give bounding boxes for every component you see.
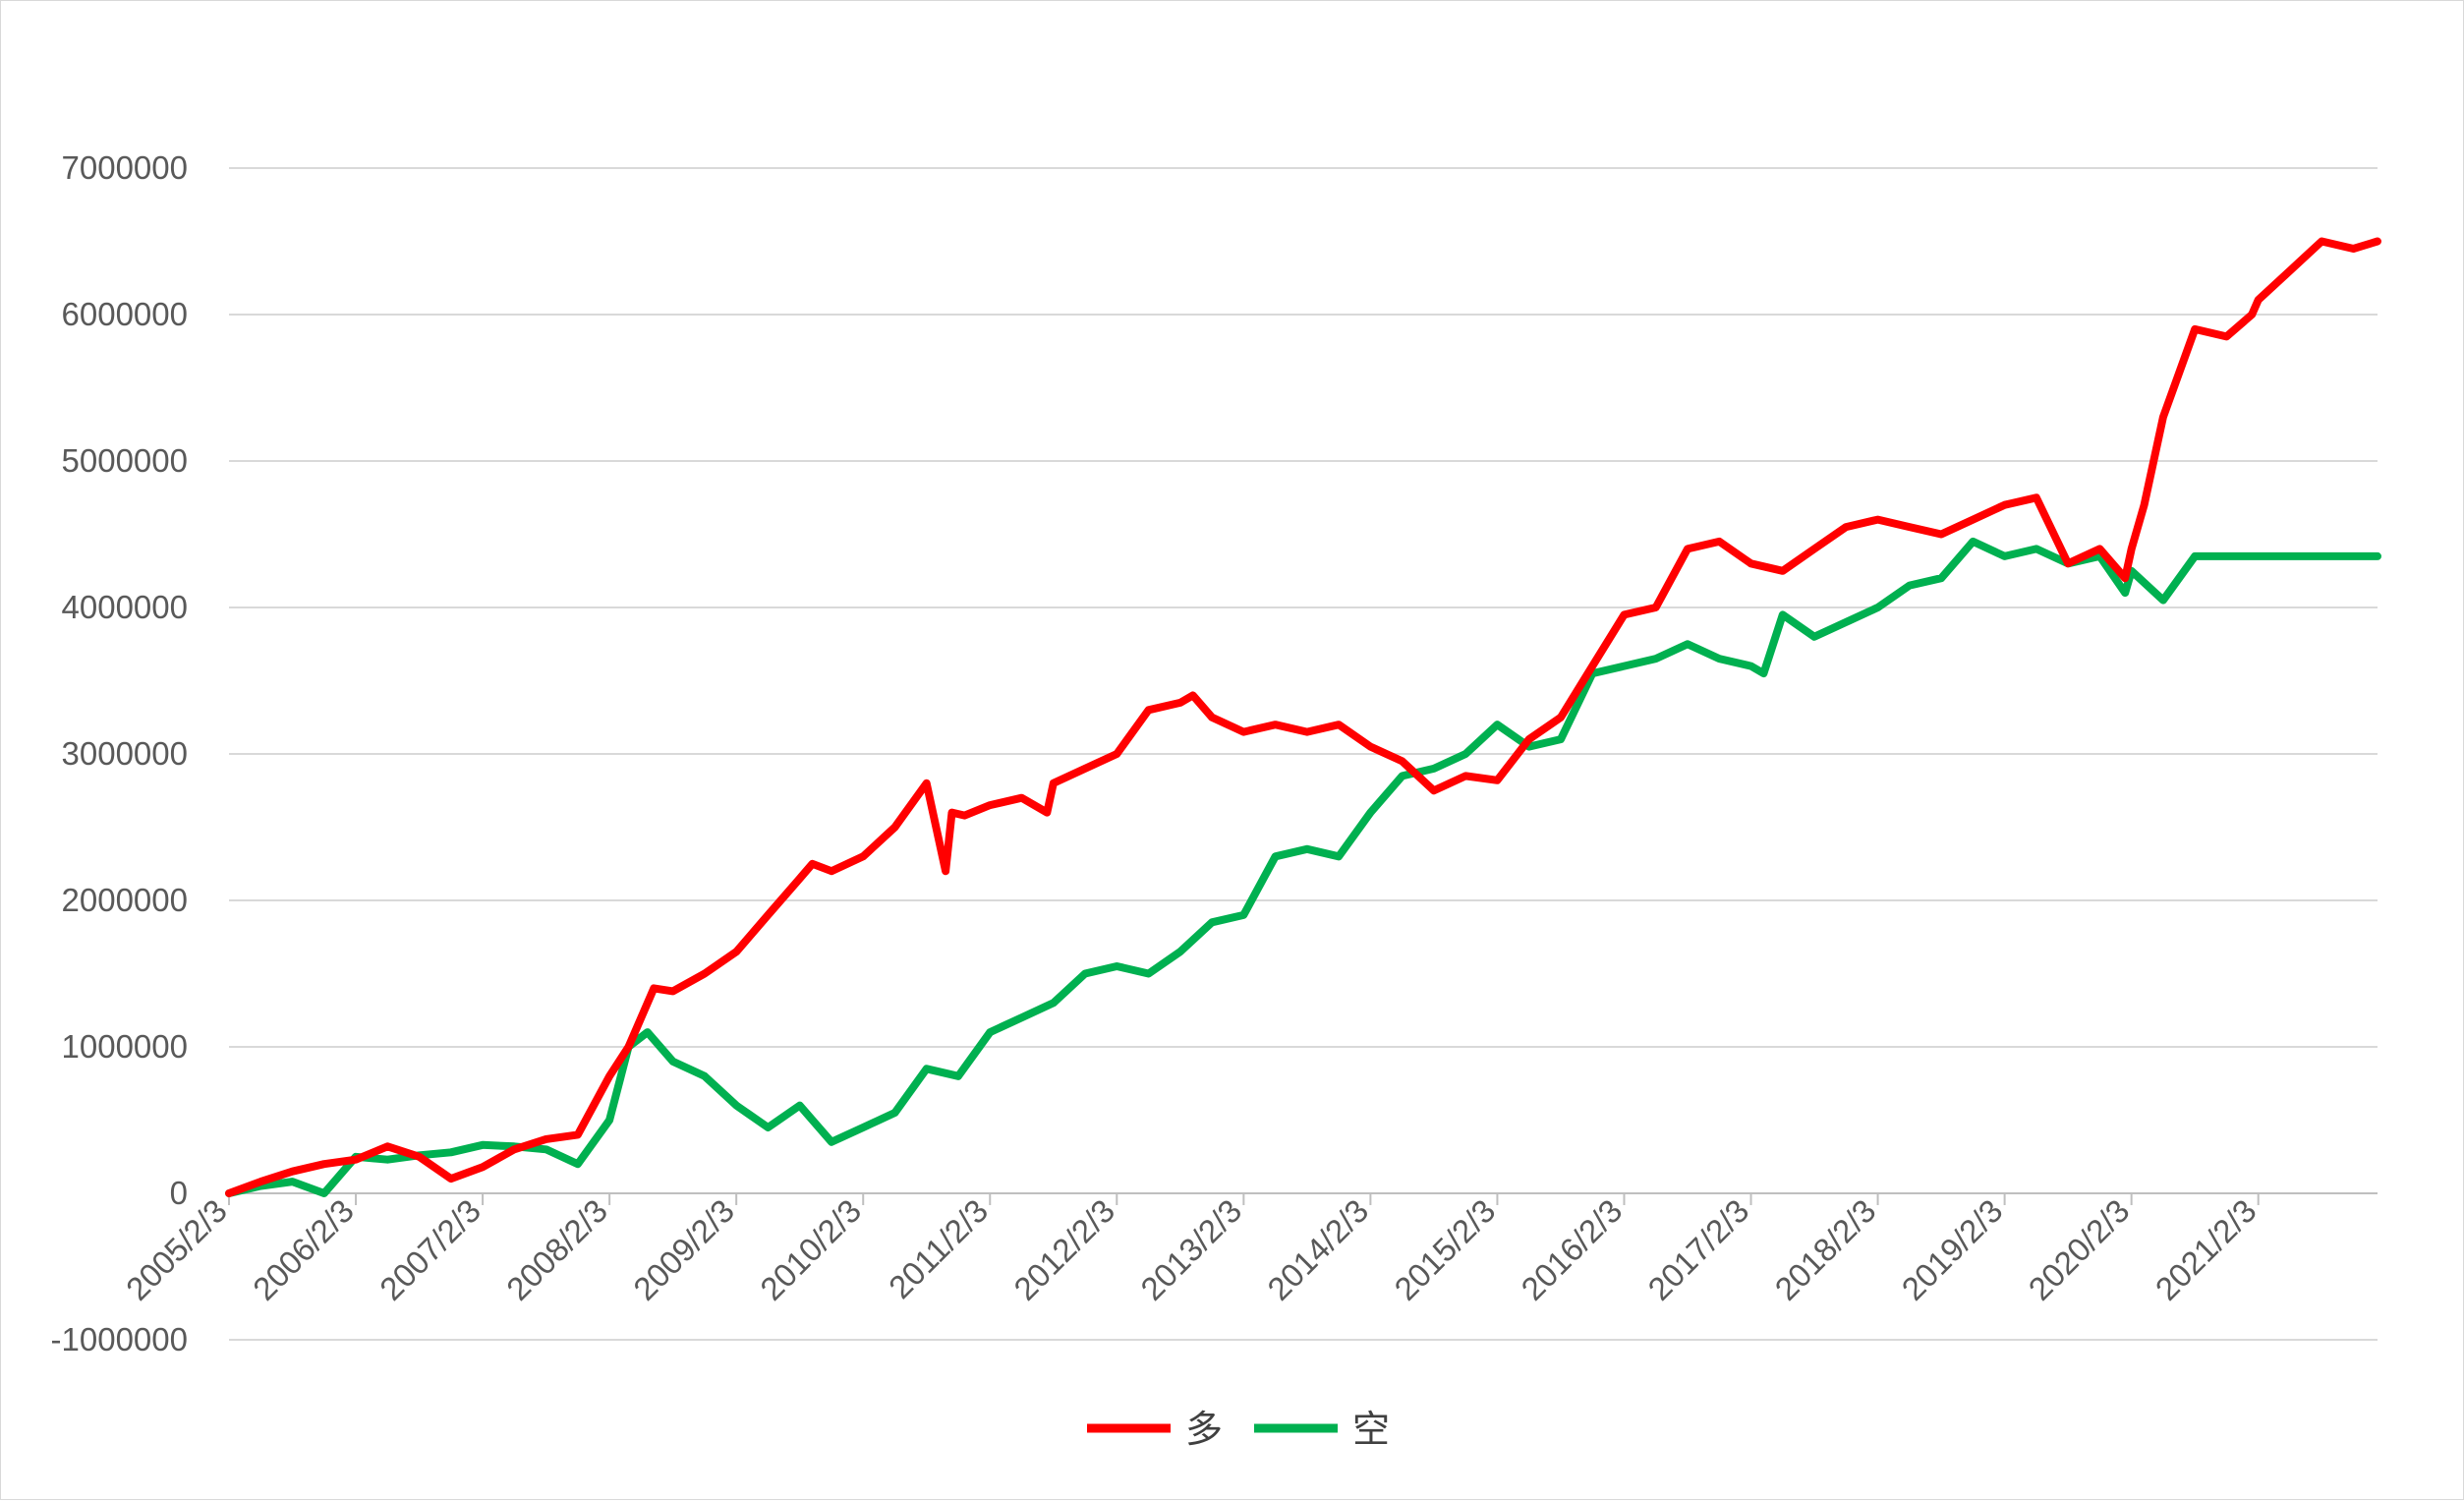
x-tick-label: 2021/2/3 [2149,1192,2263,1307]
legend-label: 多 [1185,1408,1223,1451]
y-tick-label: 6000000 [62,296,188,332]
y-tick-label: 4000000 [62,589,188,625]
x-tick-label: 2011/2/3 [882,1192,995,1305]
x-tick-label: 2012/2/3 [1006,1192,1121,1307]
x-tick-label: 2013/2/3 [1133,1192,1248,1307]
x-tick-label: 2015/2/3 [1387,1192,1502,1307]
x-tick-label: 2006/2/3 [246,1192,361,1307]
x-tick-label: 2008/2/3 [499,1192,614,1307]
x-tick-label: 2009/2/3 [626,1192,741,1307]
y-tick-label: 3000000 [62,735,188,772]
y-tick-label: 0 [170,1175,188,1211]
y-tick-label: -1000000 [51,1321,188,1357]
series-line [225,537,2381,1197]
y-tick-label: 1000000 [62,1028,188,1065]
x-tick-label: 2016/2/3 [1514,1192,1629,1307]
y-tick-label: 5000000 [62,442,188,479]
legend-label: 空 [1352,1408,1390,1451]
x-axis [228,1192,2378,1205]
legend: 多空 [1087,1408,1390,1451]
x-tick-label: 2019/2/3 [1895,1192,2010,1307]
y-axis-tick-labels: -1000000 0 1000000 2000000 3000000 4000000 500… [51,149,188,1357]
y-tick-label: 7000000 [62,149,188,186]
x-tick-label: 2007/2/3 [372,1192,487,1307]
series-lines [225,237,2381,1197]
x-tick-label: 2017/2/3 [1640,1192,1755,1307]
x-axis-tick-labels: 2005/2/3 2006/2/3 2007/2/3 2008/2/3 2009/2/3… [119,1192,2263,1307]
x-tick-label: 2020/2/3 [2022,1192,2137,1307]
x-tick-label: 2010/2/3 [753,1192,868,1307]
x-tick-label: 2018/2/3 [1768,1192,1883,1307]
x-tick-label: 2014/2/3 [1260,1192,1375,1307]
y-tick-label: 2000000 [62,882,188,918]
gridlines [229,167,2378,1341]
series-line [225,237,2381,1197]
